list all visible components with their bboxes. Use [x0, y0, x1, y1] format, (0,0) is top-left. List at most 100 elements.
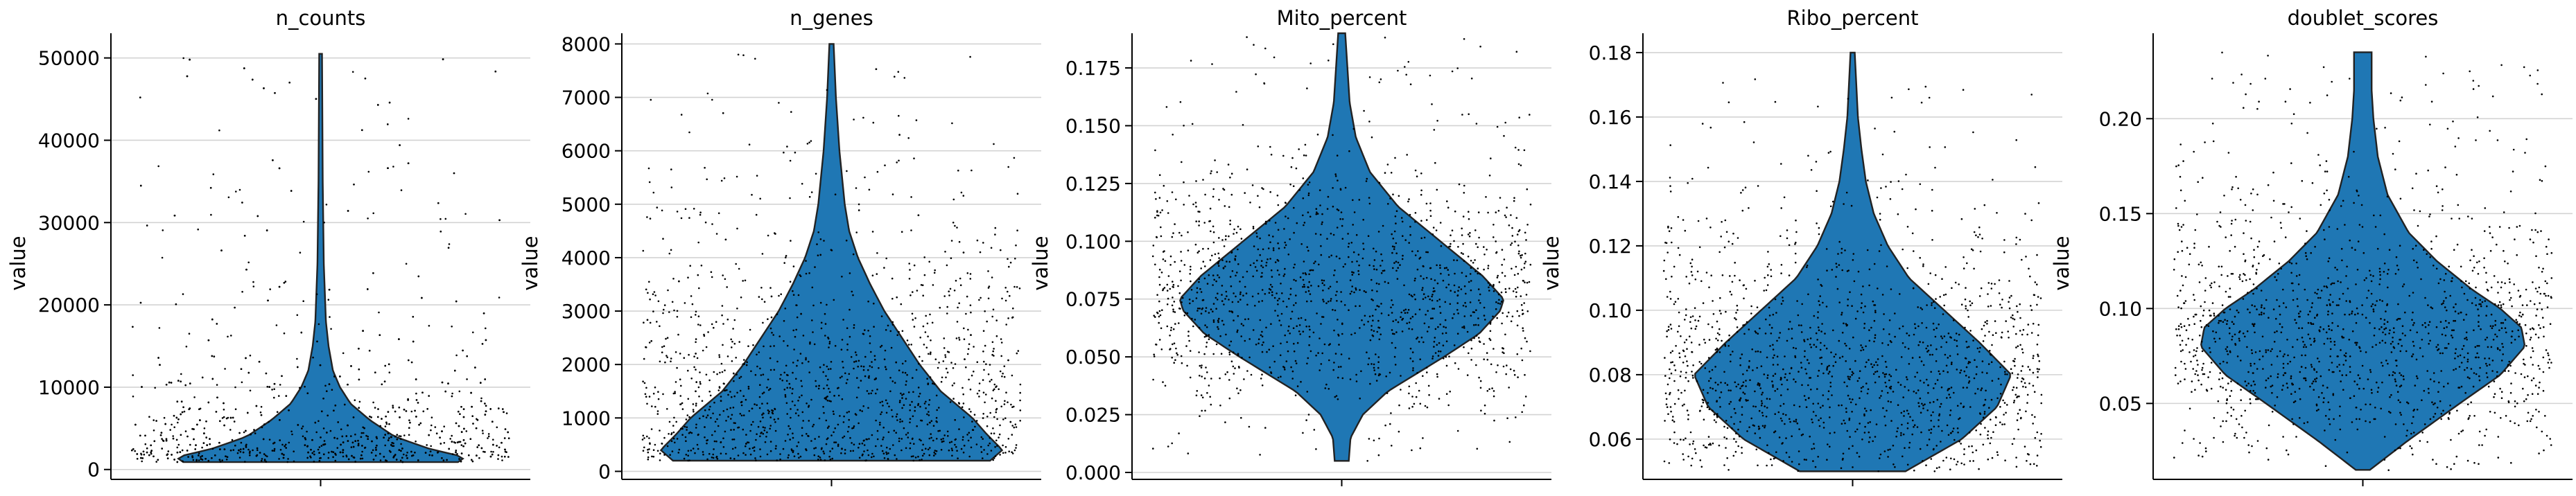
data-point — [1707, 357, 1710, 359]
data-point — [1717, 383, 1719, 386]
data-point — [161, 256, 164, 259]
data-point — [712, 457, 715, 459]
data-point — [824, 323, 827, 325]
data-point — [923, 402, 926, 405]
data-point — [1429, 267, 1431, 269]
data-point — [704, 426, 706, 428]
data-point — [1237, 392, 1239, 394]
data-point — [769, 427, 771, 430]
data-point — [1682, 362, 1685, 364]
data-point — [918, 362, 920, 365]
data-point — [766, 402, 769, 405]
data-point — [647, 456, 650, 459]
data-point — [1829, 416, 1831, 418]
data-point — [162, 439, 164, 442]
data-point — [1016, 286, 1018, 288]
data-point — [742, 395, 745, 397]
data-point — [756, 175, 758, 177]
data-point — [732, 328, 734, 330]
data-point — [173, 459, 175, 461]
data-point — [1263, 82, 1265, 85]
data-point — [1469, 231, 1471, 234]
data-point — [711, 434, 713, 436]
data-point — [1298, 324, 1301, 326]
data-point — [824, 335, 826, 337]
data-point — [686, 426, 688, 428]
data-point — [1684, 229, 1687, 232]
data-point — [887, 431, 890, 434]
data-point — [1967, 346, 1970, 348]
data-point — [991, 397, 993, 400]
data-point — [783, 389, 786, 391]
data-point — [1185, 345, 1187, 347]
data-point — [1233, 373, 1235, 375]
data-point — [995, 407, 998, 410]
data-point — [1908, 441, 1911, 444]
data-point — [839, 415, 841, 417]
data-point — [1757, 464, 1759, 467]
data-point — [1019, 409, 1022, 411]
data-point — [995, 439, 998, 442]
data-point — [1447, 283, 1450, 286]
data-point — [1011, 452, 1014, 454]
data-point — [1166, 283, 1169, 286]
data-point — [725, 420, 727, 422]
data-point — [1461, 234, 1463, 236]
data-point — [159, 364, 161, 366]
data-point — [1237, 301, 1239, 303]
data-point — [1987, 293, 1989, 295]
data-point — [1498, 299, 1500, 301]
data-point — [1181, 301, 1183, 303]
data-point — [973, 414, 976, 416]
data-point — [1808, 362, 1810, 364]
data-point — [1361, 257, 1364, 260]
data-point — [201, 446, 203, 449]
data-point — [868, 438, 870, 440]
data-point — [776, 360, 778, 363]
data-point — [1361, 319, 1363, 321]
data-point — [1996, 451, 1999, 453]
data-point — [695, 310, 697, 313]
data-point — [252, 285, 255, 287]
data-point — [1233, 319, 1235, 321]
data-point — [783, 320, 785, 322]
data-point — [933, 452, 935, 454]
data-point — [320, 436, 322, 439]
data-point — [985, 363, 987, 365]
data-point — [1298, 317, 1300, 320]
data-point — [361, 445, 363, 447]
data-point — [1695, 452, 1697, 454]
data-point — [916, 290, 919, 292]
data-point — [1745, 287, 1748, 290]
data-point — [1172, 296, 1174, 299]
data-point — [1195, 394, 1198, 397]
data-point — [443, 425, 445, 427]
data-point — [846, 343, 848, 346]
data-point — [1310, 300, 1312, 303]
data-point — [769, 425, 772, 427]
data-point — [1314, 260, 1316, 263]
data-point — [1953, 439, 1956, 441]
data-point — [827, 368, 830, 371]
data-point — [1423, 322, 1426, 325]
data-point — [472, 331, 474, 334]
data-point — [780, 373, 782, 376]
data-point — [311, 452, 314, 454]
data-point — [1215, 280, 1217, 283]
data-point — [855, 414, 858, 416]
data-point — [889, 377, 891, 379]
data-point — [718, 356, 721, 358]
data-point — [1321, 352, 1323, 355]
data-point — [1715, 421, 1717, 423]
data-point — [177, 443, 180, 446]
data-point — [792, 451, 794, 454]
data-point — [706, 458, 708, 461]
data-point — [1669, 290, 1671, 293]
data-point — [1817, 317, 1819, 319]
data-point — [1377, 454, 1380, 457]
data-point — [808, 360, 810, 363]
data-point — [879, 346, 882, 348]
data-point — [708, 379, 711, 382]
data-point — [1757, 333, 1759, 335]
data-point — [1503, 258, 1506, 260]
